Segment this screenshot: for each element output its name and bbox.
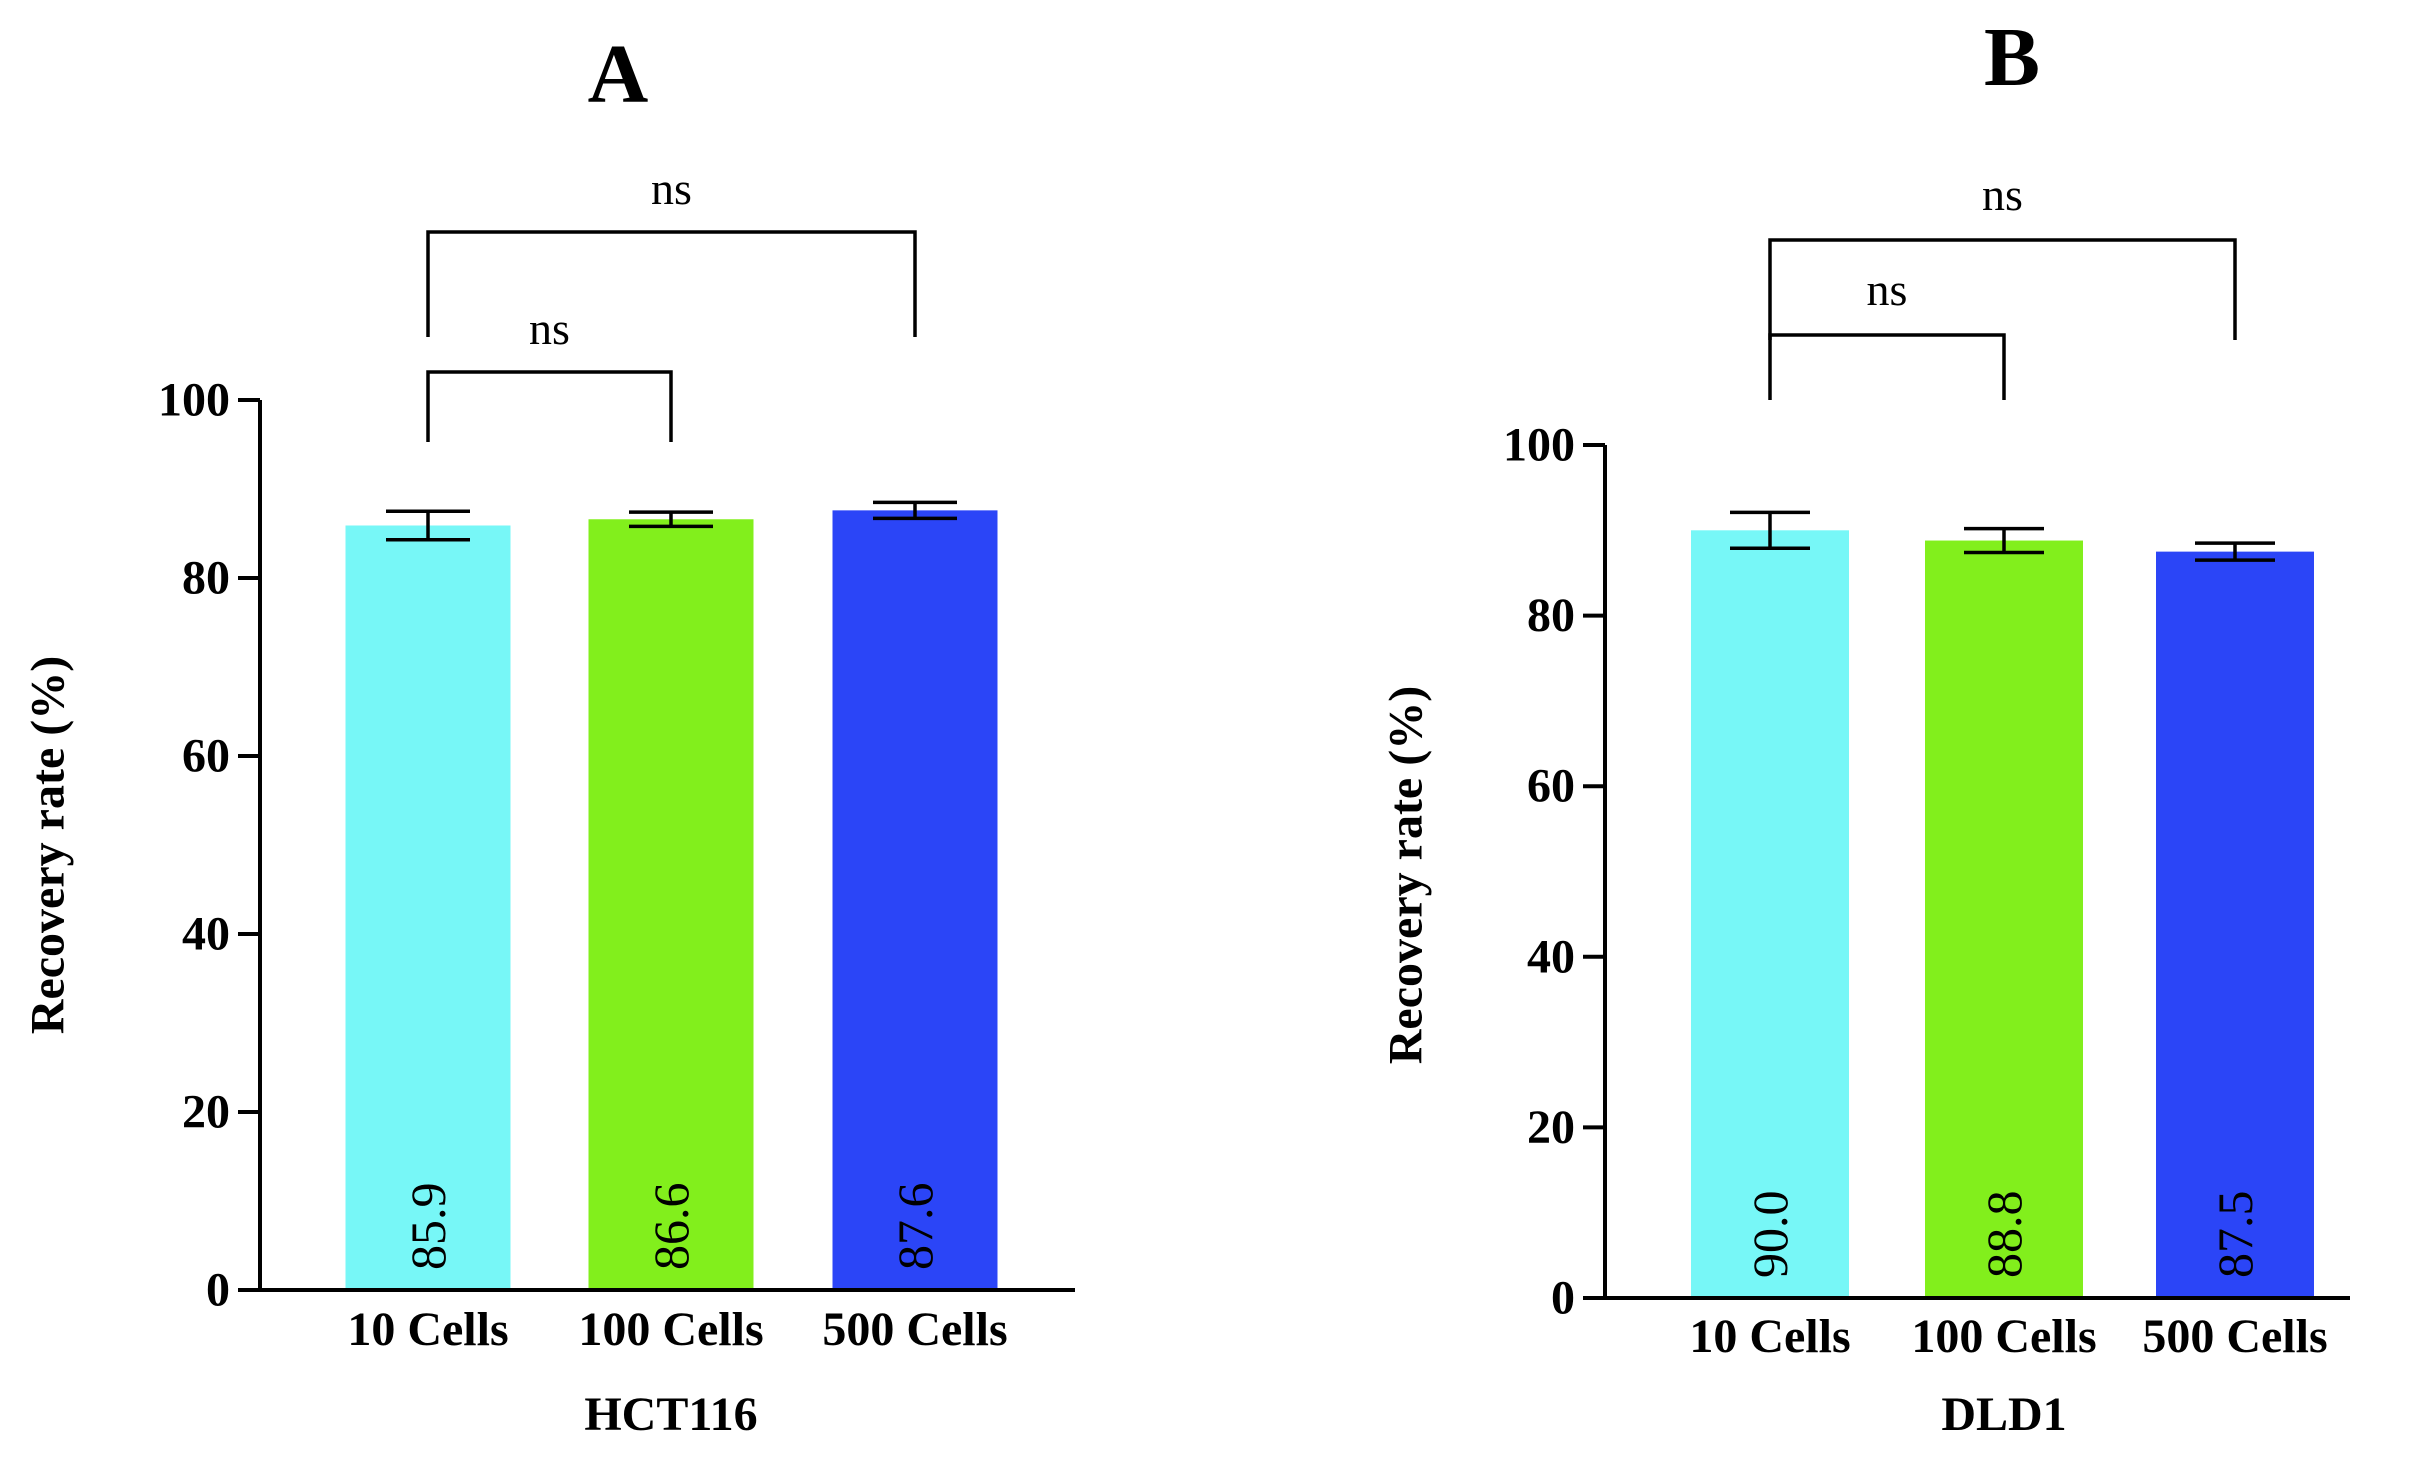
panel-b-y-tick-label-40: 40 <box>1527 930 1575 983</box>
panel-b-category-label-500-cells: 500 Cells <box>2142 1310 2327 1363</box>
panel-a-y-tick-label-60: 60 <box>182 730 230 783</box>
panel-b-y-axis-label: Recovery rate (%) <box>1380 686 1433 1064</box>
panel-b-bar-10-cells <box>1691 530 1849 1298</box>
panel-a-bar-500-cells <box>832 510 998 1290</box>
panel-b-significance-bracket-2 <box>1768 238 2237 340</box>
panel-b-significance-bracket-1 <box>1768 333 2006 400</box>
panel-a-value-label-100-cells: 86.6 <box>643 1183 699 1271</box>
panel-b-value-label-10-cells: 90.0 <box>1742 1191 1798 1279</box>
panel-a-error-bar-100-cells <box>629 510 713 529</box>
panel-a-category-label-100-cells: 100 Cells <box>578 1303 763 1356</box>
panel-a-value-label-10-cells: 85.9 <box>400 1183 456 1271</box>
panel-b-category-label-10-cells: 10 Cells <box>1689 1310 1850 1363</box>
panel-b-y-tick-label-60: 60 <box>1527 760 1575 813</box>
panel-a-y-tick-label-20: 20 <box>182 1086 230 1139</box>
panel-b-value-label-100-cells: 88.8 <box>1976 1191 2032 1279</box>
panel-b-x-axis-label: DLD1 <box>1941 1388 2066 1441</box>
panel-a-letter: A <box>588 28 649 121</box>
panel-a-significance-bracket-2 <box>426 230 917 337</box>
panel-b-error-bar-500-cells <box>2195 541 2275 562</box>
panel-b-bar-100-cells <box>1925 540 2083 1298</box>
panel-a-y-tick-label-100: 100 <box>158 374 230 427</box>
panel-a-y-tick-label-80: 80 <box>182 552 230 605</box>
panel-b-bar-500-cells <box>2156 551 2314 1298</box>
panel-a-y-tick-label-0: 0 <box>206 1264 230 1317</box>
panel-a-error-bar-10-cells <box>386 509 470 542</box>
panel-a-x-axis-label: HCT116 <box>584 1388 757 1441</box>
panel-b-letter: B <box>1984 11 2040 104</box>
panel-a-error-bar-500-cells <box>873 500 957 521</box>
panel-a-category-label-500-cells: 500 Cells <box>822 1303 1007 1356</box>
panel-b-category-label-100-cells: 100 Cells <box>1911 1310 2096 1363</box>
panel-a-y-axis-label: Recovery rate (%) <box>22 656 75 1034</box>
panel-a: A 85.9 10 Cells 86.6 100 Cells 87.6 500 Cells 0… <box>22 28 1075 1441</box>
panel-a-bar-10-cells <box>345 525 511 1290</box>
panel-b: B 90.0 10 Cells 88.8 100 Cells 87.5 500 Cells 0… <box>1380 11 2350 1441</box>
panel-b-y-tick-label-80: 80 <box>1527 589 1575 642</box>
panel-a-significance-bracket-1 <box>426 370 673 442</box>
panel-a-y-tick-label-40: 40 <box>182 908 230 961</box>
panel-a-bar-100-cells <box>588 519 754 1290</box>
panel-a-category-label-10-cells: 10 Cells <box>347 1303 508 1356</box>
panel-b-error-bar-100-cells <box>1964 526 2044 555</box>
panel-a-significance-label-1: ns <box>529 303 570 354</box>
panel-a-value-label-500-cells: 87.6 <box>887 1183 943 1271</box>
panel-b-y-tick-label-100: 100 <box>1503 419 1575 472</box>
panel-b-error-bar-10-cells <box>1730 510 1810 550</box>
panel-a-significance-label-2: ns <box>651 163 692 214</box>
panel-b-value-label-500-cells: 87.5 <box>2207 1191 2263 1279</box>
panel-b-y-tick-label-20: 20 <box>1527 1101 1575 1154</box>
panel-b-significance-label-2: ns <box>1982 169 2023 220</box>
panel-b-y-tick-label-0: 0 <box>1551 1272 1575 1325</box>
panel-b-significance-label-1: ns <box>1867 264 1908 315</box>
